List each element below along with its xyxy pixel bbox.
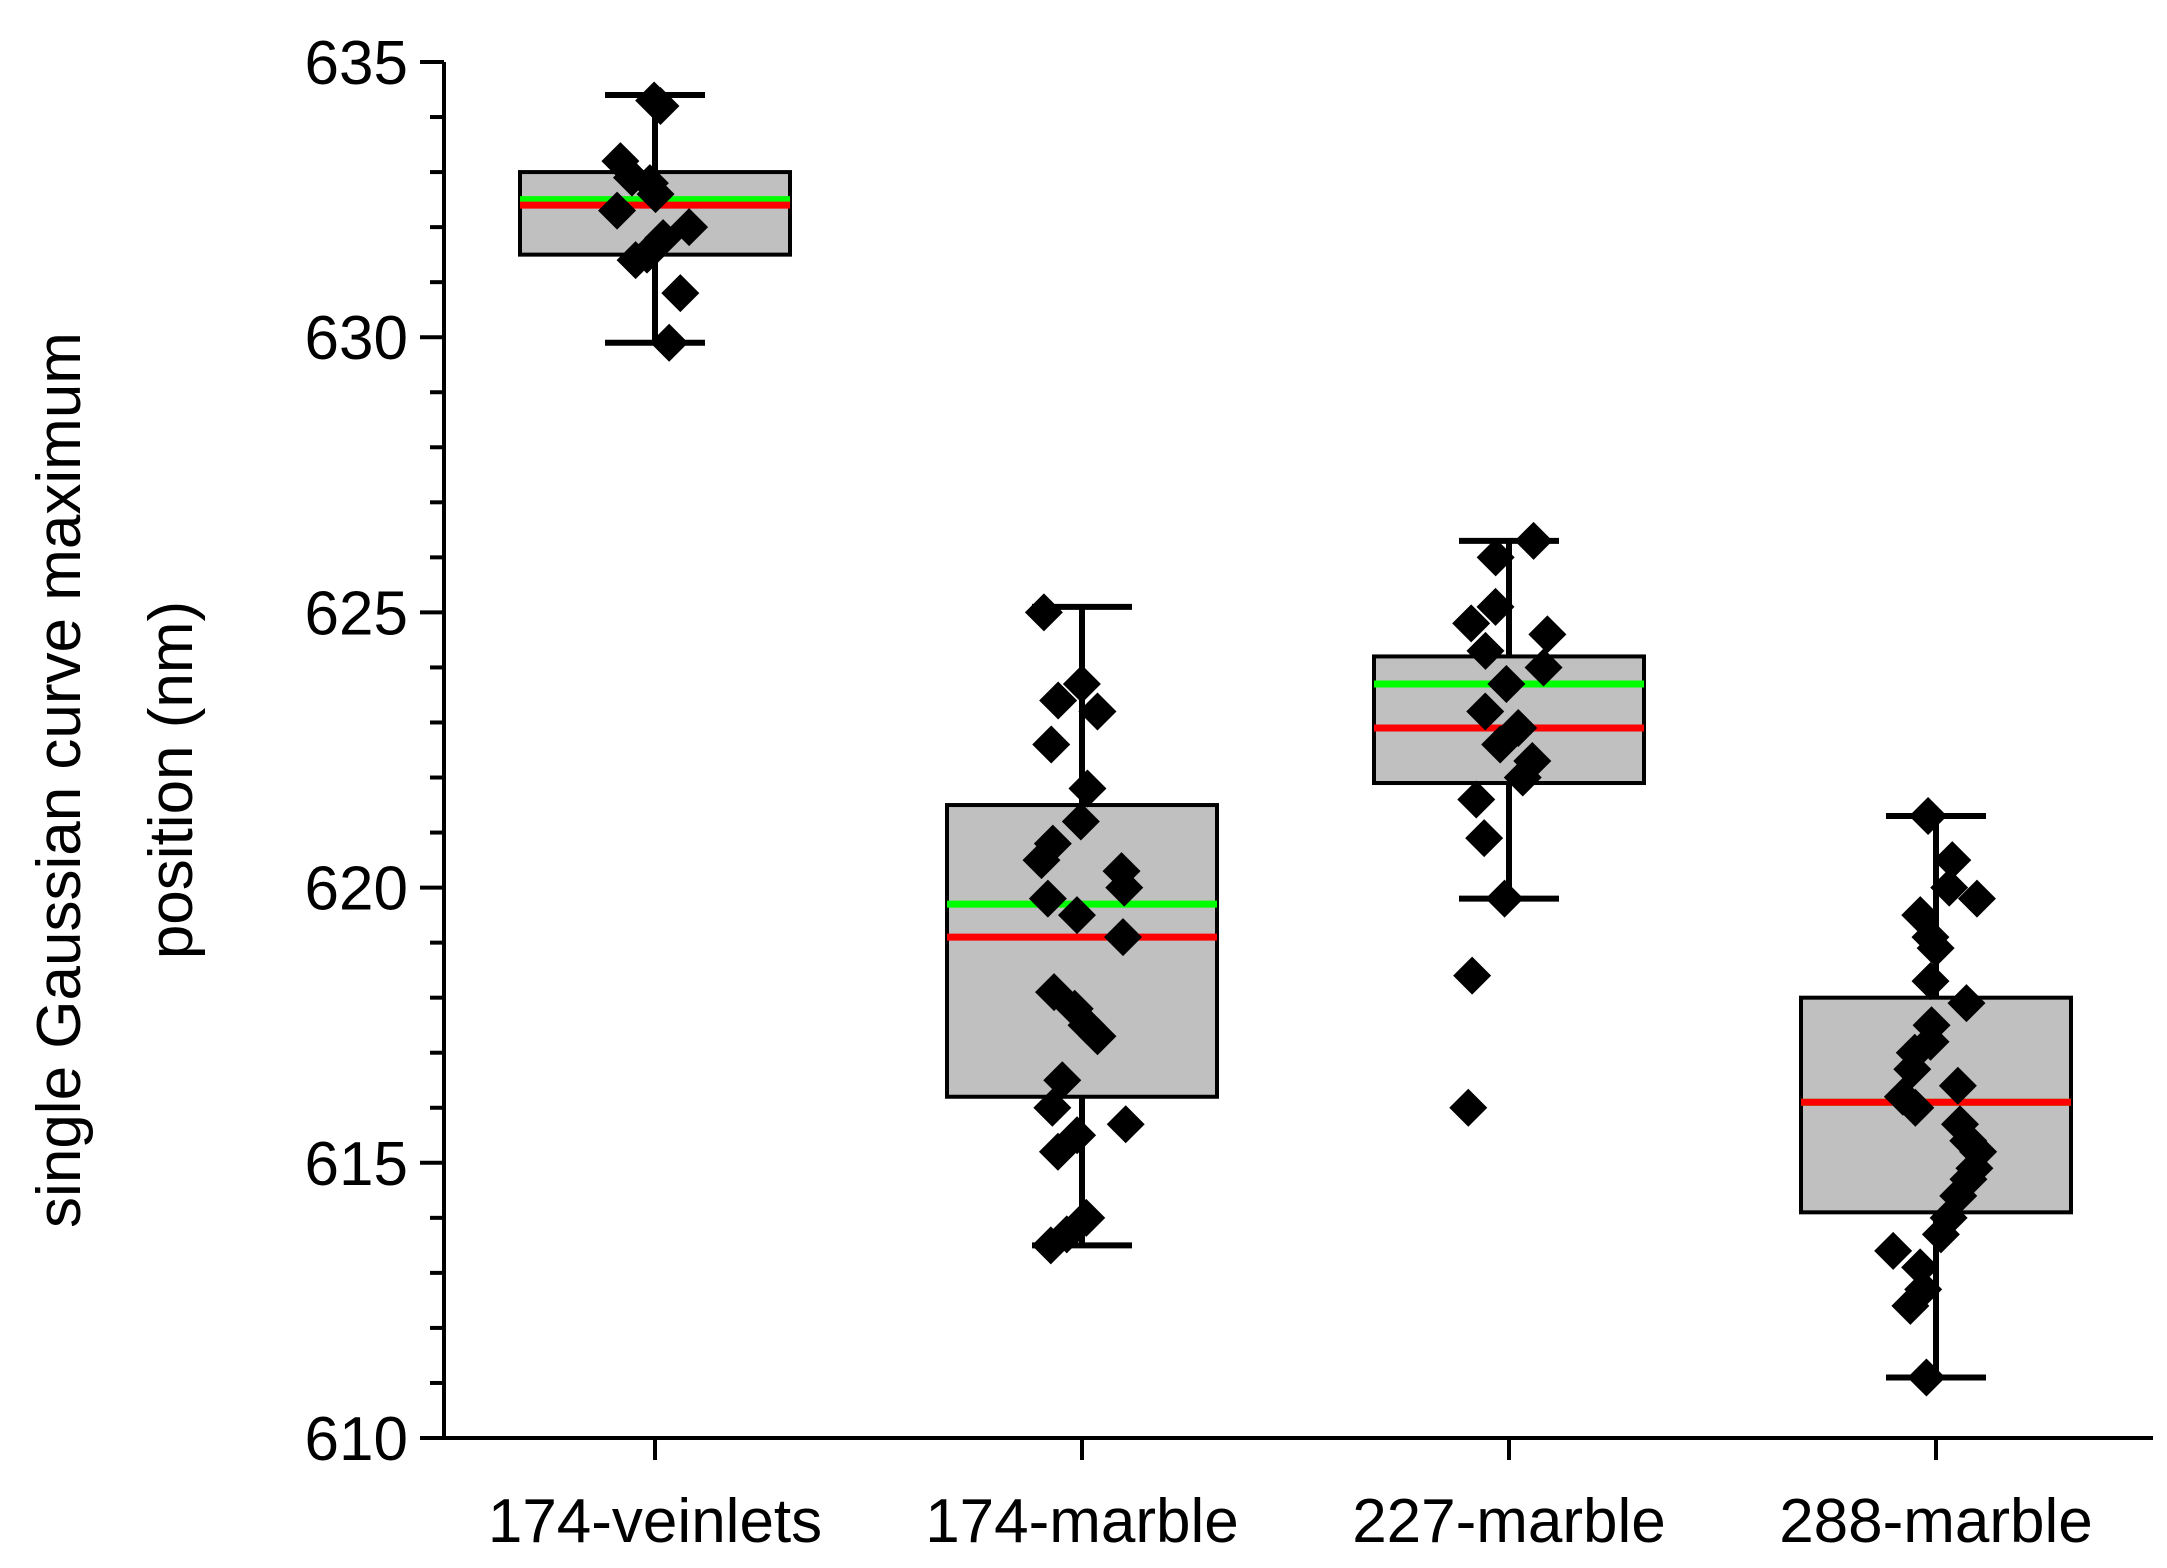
data-point xyxy=(1957,879,1996,918)
data-point xyxy=(1024,593,1063,632)
data-point xyxy=(1933,841,1972,880)
data-point xyxy=(1068,769,1107,808)
y-tick-label: 610 xyxy=(305,1405,408,1474)
data-point xyxy=(1452,604,1491,643)
data-point xyxy=(1514,521,1553,560)
y-tick-label: 635 xyxy=(305,29,408,98)
data-point xyxy=(1524,648,1563,687)
data-point xyxy=(1487,664,1526,703)
data-point xyxy=(1105,868,1144,907)
data-point xyxy=(616,241,655,280)
data-point xyxy=(1057,896,1096,935)
data-point xyxy=(1039,681,1078,720)
data-point xyxy=(1503,758,1542,797)
y-tick-label: 630 xyxy=(305,304,408,373)
box-group-174-veinlets xyxy=(518,81,792,362)
data-point xyxy=(661,274,700,313)
plot-area xyxy=(518,81,2073,1397)
data-point xyxy=(1916,929,1955,968)
data-point xyxy=(1032,725,1071,764)
x-tick-label: 174-marble xyxy=(925,1487,1239,1556)
data-point xyxy=(1466,631,1505,670)
data-point xyxy=(1921,1215,1960,1254)
axes: single Gaussian curve maximum position (… xyxy=(25,29,2153,1556)
y-axis-title-line-1: single Gaussian curve maximum xyxy=(25,332,94,1228)
y-axis-title-line-2: position (nm) xyxy=(137,601,206,959)
data-point xyxy=(1930,868,1969,907)
data-point xyxy=(1896,1088,1935,1127)
box xyxy=(945,803,1219,1099)
data-point xyxy=(1033,1088,1072,1127)
data-point xyxy=(1038,1132,1077,1171)
box-group-288-marble xyxy=(1799,797,2073,1397)
data-point xyxy=(1911,962,1950,1001)
data-point xyxy=(598,191,637,230)
y-tick-label: 615 xyxy=(305,1130,408,1199)
data-point xyxy=(1874,1231,1913,1270)
data-point xyxy=(1104,918,1143,957)
data-point xyxy=(1061,802,1100,841)
data-point xyxy=(1465,819,1504,858)
x-tick-label: 174-veinlets xyxy=(488,1487,822,1556)
data-point xyxy=(1476,538,1515,577)
data-point xyxy=(1481,725,1520,764)
data-point xyxy=(1078,1017,1117,1056)
data-point xyxy=(641,87,680,126)
data-point xyxy=(1907,1358,1946,1397)
data-point xyxy=(1078,692,1117,731)
data-point xyxy=(636,175,675,214)
data-point xyxy=(1022,841,1061,880)
box-group-227-marble xyxy=(1372,521,1646,1127)
box-group-174-marble xyxy=(945,593,1219,1265)
data-point xyxy=(1106,1105,1145,1144)
y-tick-label: 625 xyxy=(305,579,408,648)
data-point xyxy=(1028,879,1067,918)
data-point xyxy=(1947,984,1986,1023)
data-point xyxy=(1938,1066,1977,1105)
data-point xyxy=(1466,692,1505,731)
data-point xyxy=(1909,797,1948,836)
data-point xyxy=(1453,956,1492,995)
data-point xyxy=(1476,587,1515,626)
data-point xyxy=(1457,780,1496,819)
data-point xyxy=(1031,1226,1070,1265)
data-point xyxy=(1891,1286,1930,1325)
data-point xyxy=(1528,615,1567,654)
x-tick-label: 227-marble xyxy=(1352,1487,1666,1556)
y-tick-label: 620 xyxy=(305,855,408,924)
data-point xyxy=(1449,1088,1488,1127)
x-tick-label: 288-marble xyxy=(1779,1487,2093,1556)
data-point xyxy=(650,323,689,362)
data-point xyxy=(1485,879,1524,918)
data-point xyxy=(1062,664,1101,703)
